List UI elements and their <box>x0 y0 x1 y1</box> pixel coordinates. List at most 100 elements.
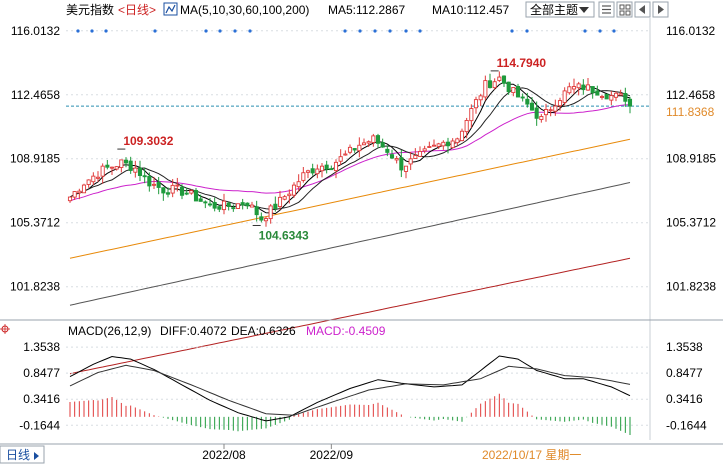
candle <box>357 137 362 158</box>
price-tick-label-left: 116.0132 <box>11 24 60 38</box>
candle-body <box>72 191 77 198</box>
candle <box>109 166 115 175</box>
candle <box>151 176 157 190</box>
candle-body <box>235 203 241 209</box>
candle <box>231 204 236 212</box>
marker-dot <box>525 29 529 33</box>
price-tick-label: 101.8238 <box>666 280 716 294</box>
candle <box>240 198 245 210</box>
candle <box>86 179 91 188</box>
marker-dot <box>153 29 157 33</box>
candle-body <box>595 90 600 96</box>
candle <box>422 145 427 154</box>
candle <box>627 96 633 114</box>
candle <box>338 149 343 165</box>
candle-body <box>553 105 558 112</box>
candle-body <box>133 167 138 173</box>
crosshair-icon[interactable] <box>0 324 10 334</box>
candle <box>450 138 455 149</box>
candle-body <box>380 142 385 148</box>
candle-body <box>623 93 628 102</box>
topic-dropdown[interactable]: 全部主题 <box>525 1 595 18</box>
marker-dot <box>248 29 252 33</box>
candle-body <box>179 186 185 196</box>
period-button[interactable]: 日线 <box>0 445 45 464</box>
ma-settings-icon[interactable] <box>163 2 178 16</box>
line-ma10 <box>69 87 631 211</box>
candle <box>618 89 623 96</box>
candle <box>77 188 82 200</box>
grid-icon[interactable] <box>616 1 633 18</box>
x-tick-label: 2022/08 <box>202 448 246 462</box>
candle <box>497 71 502 83</box>
candle-body <box>548 109 553 112</box>
candle <box>128 156 133 174</box>
candle-body <box>627 98 633 107</box>
candle <box>576 81 581 96</box>
candle-body <box>123 159 129 164</box>
candle-body <box>301 172 306 181</box>
candle-body <box>263 218 269 222</box>
candle-body <box>109 166 115 169</box>
candle-body <box>431 144 437 147</box>
candle <box>291 182 297 198</box>
candle <box>207 197 213 207</box>
candle <box>249 201 255 208</box>
candle <box>539 114 544 123</box>
candle-body <box>86 179 91 185</box>
period-tag[interactable]: <日线> <box>118 3 156 17</box>
candle-body <box>287 193 292 197</box>
candle <box>361 138 367 146</box>
candle-body <box>371 135 376 143</box>
macd-tick-label: 0.8477 <box>666 366 703 380</box>
candle-body <box>119 159 124 168</box>
marker-dot <box>358 29 362 33</box>
marker-dot <box>404 29 408 33</box>
candle-body <box>422 148 427 152</box>
annotation-label: 104.6343 <box>259 228 309 242</box>
candle <box>548 106 553 117</box>
list-icon[interactable] <box>598 1 615 18</box>
candle-body <box>520 96 525 99</box>
x-tick-label: 2022/09 <box>310 448 354 462</box>
arrow-left-icon[interactable] <box>634 1 651 18</box>
candle <box>184 187 189 196</box>
candle-body <box>343 153 348 156</box>
candle-body <box>81 184 87 194</box>
candle <box>282 194 287 201</box>
candle-body <box>459 130 465 142</box>
candle <box>469 104 474 128</box>
candle-body <box>483 80 488 98</box>
candle <box>557 97 563 111</box>
candle-body <box>557 100 563 107</box>
candle <box>501 75 507 87</box>
candle-body <box>184 192 189 195</box>
candle-body <box>249 204 255 208</box>
macd-tick-label-left: 0.3416 <box>23 392 60 406</box>
candle-body <box>413 155 418 159</box>
price-tick-label-left: 108.9185 <box>10 152 60 166</box>
macd-line-dea <box>69 364 631 416</box>
candle <box>268 204 273 224</box>
price-tick-label: 108.9185 <box>666 152 716 166</box>
arrow-right-icon[interactable] <box>652 1 669 18</box>
candle-body <box>245 202 250 207</box>
candle-body <box>590 86 595 94</box>
macd-histogram <box>69 393 631 435</box>
topic-dropdown-label: 全部主题 <box>530 2 578 17</box>
candle <box>324 160 329 174</box>
candle-body <box>324 164 329 170</box>
candle-body <box>156 181 161 188</box>
candle <box>352 148 357 153</box>
candle-body <box>534 107 539 119</box>
candle-body <box>137 167 143 176</box>
macd-tick-label-left: 1.3538 <box>23 340 60 354</box>
candle <box>581 79 586 95</box>
candle <box>217 205 222 213</box>
current-price-label: 111.8368 <box>666 105 715 119</box>
candle-body <box>259 216 264 221</box>
line-ma60 <box>69 138 631 259</box>
instrument-name: 美元指数 <box>66 2 114 17</box>
marker-dot <box>612 29 616 33</box>
